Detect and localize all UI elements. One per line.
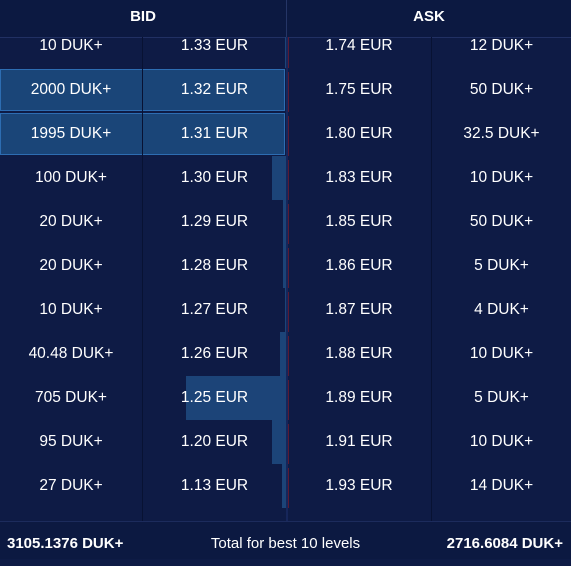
ask-depth-bar <box>288 72 289 112</box>
column-divider <box>431 37 432 521</box>
bid-price: 1.30 EUR <box>180 169 249 186</box>
bid-quantity: 2000 DUK+ <box>30 81 112 98</box>
ask-price: 1.85 EUR <box>325 213 393 230</box>
bid-quantity: 40.48 DUK+ <box>28 345 114 362</box>
ask-quantity: 5 DUK+ <box>474 389 529 406</box>
ask-price: 1.93 EUR <box>325 477 393 494</box>
bid-price: 1.25 EUR <box>180 389 249 406</box>
ask-depth-bar <box>288 292 289 332</box>
ask-depth-bar <box>288 204 289 244</box>
bid-total: 3105.1376 DUK+ <box>7 535 124 552</box>
ask-depth-bar <box>288 468 289 508</box>
ask-price: 1.86 EUR <box>325 257 393 274</box>
ask-price: 1.83 EUR <box>325 169 393 186</box>
bid-column-header: BID <box>130 8 156 25</box>
ask-price: 1.89 EUR <box>325 389 393 406</box>
ask-quantity: 50 DUK+ <box>469 81 534 98</box>
bid-price: 1.20 EUR <box>180 433 249 450</box>
ask-quantity: 50 DUK+ <box>469 213 534 230</box>
order-book-row[interactable]: 20 DUK+ 1.29 EUR 1.85 EUR 50 DUK+ <box>0 200 571 244</box>
ask-quantity: 10 DUK+ <box>469 345 534 362</box>
order-book-row[interactable]: 95 DUK+ 1.20 EUR 1.91 EUR 10 DUK+ <box>0 420 571 464</box>
bid-depth-bar <box>283 200 286 244</box>
total-label: Total for best 10 levels <box>210 535 361 552</box>
bid-quantity: 95 DUK+ <box>39 433 103 450</box>
ask-column-header: ASK <box>413 8 445 25</box>
bid-price: 1.13 EUR <box>180 477 249 494</box>
bid-price: 1.31 EUR <box>180 125 249 142</box>
bid-quantity: 20 DUK+ <box>39 257 103 274</box>
bid-quantity: 20 DUK+ <box>39 213 103 230</box>
bid-price: 1.32 EUR <box>180 81 249 98</box>
bid-depth-bar <box>280 332 286 376</box>
ask-depth-bar <box>288 37 289 68</box>
bid-depth-bar <box>283 244 286 288</box>
order-book-row[interactable]: 10 DUK+ 1.27 EUR 1.87 EUR 4 DUK+ <box>0 288 571 332</box>
ask-price: 1.88 EUR <box>325 345 393 362</box>
ask-quantity: 32.5 DUK+ <box>463 125 540 142</box>
bid-price: 1.27 EUR <box>180 301 249 318</box>
bid-quantity: 27 DUK+ <box>39 477 103 494</box>
order-book-row[interactable]: 705 DUK+ 1.25 EUR 1.89 EUR 5 DUK+ <box>0 376 571 420</box>
header-divider <box>286 0 287 37</box>
bid-quantity: 100 DUK+ <box>35 169 107 186</box>
order-book-footer: Total for best 10 levels 3105.1376 DUK+ … <box>0 521 571 559</box>
ask-total: 2716.6084 DUK+ <box>446 535 563 552</box>
ask-depth-bar <box>288 116 289 156</box>
order-book-row[interactable]: 100 DUK+ 1.30 EUR 1.83 EUR 10 DUK+ <box>0 156 571 200</box>
bid-quantity: 1995 DUK+ <box>30 125 112 142</box>
bid-depth-bar <box>186 376 286 420</box>
ask-depth-bar <box>288 336 289 376</box>
ask-quantity: 5 DUK+ <box>474 257 529 274</box>
column-divider <box>142 37 143 521</box>
order-book-row[interactable]: 27 DUK+ 1.13 EUR 1.93 EUR 14 DUK+ <box>0 464 571 508</box>
ask-quantity: 10 DUK+ <box>469 433 534 450</box>
bid-quantity: 10 DUK+ <box>39 301 103 318</box>
ask-quantity: 14 DUK+ <box>469 477 534 494</box>
bid-price: 1.28 EUR <box>180 257 249 274</box>
bid-depth-bar <box>285 37 286 68</box>
bid-depth-bar <box>282 464 286 508</box>
order-book-row[interactable]: 10 DUK+ 1.33 EUR 1.74 EUR 12 DUK+ <box>0 37 571 68</box>
bid-depth-bar <box>272 156 286 200</box>
bid-quantity: 705 DUK+ <box>35 389 107 406</box>
bid-depth-bar <box>272 420 286 464</box>
bid-price: 1.29 EUR <box>180 213 249 230</box>
bid-price: 1.33 EUR <box>180 37 249 54</box>
bid-depth-bar <box>285 288 286 332</box>
bid-price: 1.26 EUR <box>180 345 249 362</box>
ask-quantity: 12 DUK+ <box>469 37 534 54</box>
ask-price: 1.75 EUR <box>325 81 393 98</box>
ask-depth-bar <box>288 248 289 288</box>
ask-price: 1.87 EUR <box>325 301 393 318</box>
order-book-row[interactable]: 40.48 DUK+ 1.26 EUR 1.88 EUR 10 DUK+ <box>0 332 571 376</box>
ask-price: 1.80 EUR <box>325 125 393 142</box>
order-book-row[interactable]: 20 DUK+ 1.28 EUR 1.86 EUR 5 DUK+ <box>0 244 571 288</box>
ask-depth-bar <box>288 160 289 200</box>
ask-depth-bar <box>288 424 289 464</box>
bid-quantity: 10 DUK+ <box>39 37 103 54</box>
ask-quantity: 10 DUK+ <box>469 169 534 186</box>
ask-quantity: 4 DUK+ <box>474 301 529 318</box>
ask-price: 1.74 EUR <box>325 37 393 54</box>
order-book-header: BID ASK <box>0 0 571 38</box>
ask-price: 1.91 EUR <box>325 433 393 450</box>
bid-ask-divider <box>286 37 288 521</box>
ask-depth-bar <box>288 380 289 420</box>
